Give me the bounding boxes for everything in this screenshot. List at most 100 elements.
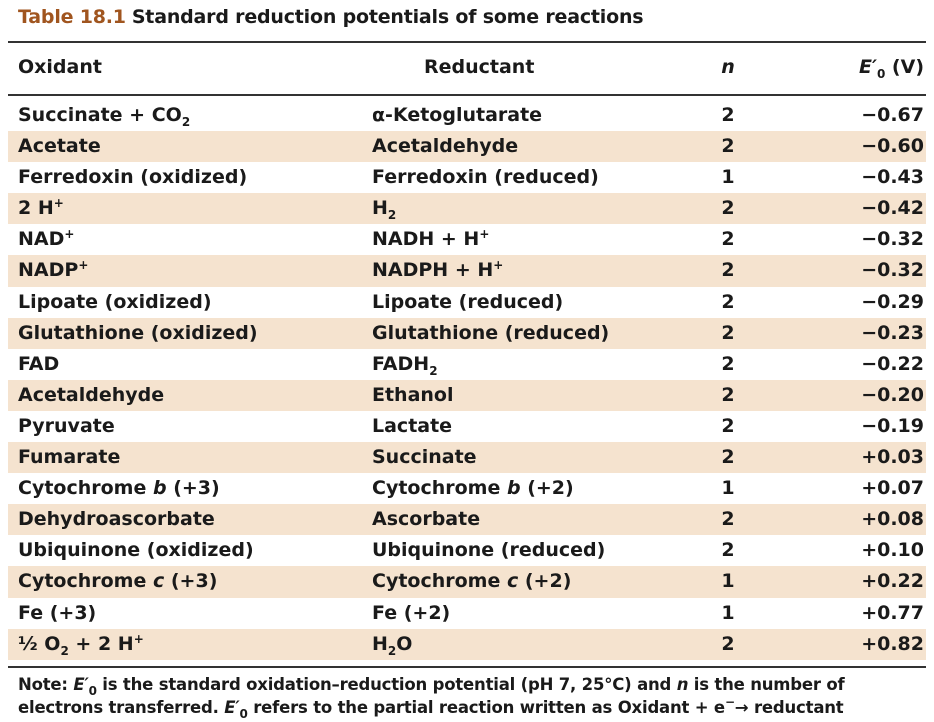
table-row: NAD+ NADH + H+ 2 −0.32 xyxy=(8,224,926,255)
oxidant-cell: Glutathione (oxidized) xyxy=(18,321,258,344)
table-row: 2 H+ H2 2 −0.42 xyxy=(8,193,926,225)
table-row: Dehydroascorbate Ascorbate 2 +0.08 xyxy=(8,504,926,536)
reductant-cell: NADPH + H+ xyxy=(372,258,504,282)
potential-cell: −0.29 xyxy=(861,290,924,313)
oxidant-cell: Fumarate xyxy=(18,446,121,469)
reductant-cell: Succinate xyxy=(372,446,477,469)
oxidant-cell: NADP+ xyxy=(18,258,89,282)
potential-cell: −0.32 xyxy=(861,259,924,282)
reductant-cell: Ubiquinone (reduced) xyxy=(372,539,606,562)
table-row: Ubiquinone (oxidized) Ubiquinone (reduced… xyxy=(8,535,926,566)
n-cell: 2 xyxy=(721,352,735,375)
oxidant-cell: Acetaldehyde xyxy=(18,383,165,406)
table-note: Note: E′0 is the standard oxidation–redu… xyxy=(18,675,845,721)
table-row: Cytochrome c (+3) Cytochrome c (+2) 1 +0.22 xyxy=(8,566,926,598)
n-cell: 2 xyxy=(721,446,735,469)
potential-cell: −0.67 xyxy=(861,104,924,126)
oxidant-cell: 2 H+ xyxy=(18,196,64,220)
oxidant-cell: ½ O2 + 2 H+ xyxy=(18,631,144,658)
reductant-cell: FADH2 xyxy=(372,352,438,378)
oxidant-cell: Dehydroascorbate xyxy=(18,508,215,531)
bottom-rule xyxy=(8,666,926,668)
header-e0: E′0 (V) xyxy=(858,56,924,81)
oxidant-cell: FAD xyxy=(18,352,60,375)
n-cell: 2 xyxy=(721,104,735,126)
table-row: Glutathione (oxidized) Glutathione (reduc… xyxy=(8,317,926,349)
oxidant-cell: Pyruvate xyxy=(18,414,115,437)
oxidant-cell: Fe (+3) xyxy=(18,601,97,624)
reductant-cell: Ascorbate xyxy=(372,508,481,531)
table-body: Succinate + CO2 α-Ketoglutarate 2 −0.67 Acet… xyxy=(8,100,926,660)
oxidant-cell: Acetate xyxy=(18,135,101,158)
table-row: Succinate + CO2 α-Ketoglutarate 2 −0.67 xyxy=(8,100,926,131)
reductant-cell: Cytochrome c (+2) xyxy=(372,570,572,593)
header-n: n xyxy=(721,56,735,78)
table-row: FAD FADH2 2 −0.22 xyxy=(8,349,926,380)
n-cell: 2 xyxy=(721,135,735,158)
potential-cell: −0.20 xyxy=(861,383,924,406)
reductant-cell: Acetaldehyde xyxy=(372,135,519,158)
n-cell: 2 xyxy=(721,259,735,282)
table-row: ½ O2 + 2 H+ H2O 2 +0.82 xyxy=(8,628,926,660)
table-row: Lipoate (oxidized) Lipoate (reduced) 2 −0.2… xyxy=(8,287,926,318)
n-cell: 2 xyxy=(721,508,735,531)
oxidant-cell: NAD+ xyxy=(18,227,75,251)
reductant-cell: Lipoate (reduced) xyxy=(372,290,564,313)
n-cell: 1 xyxy=(721,601,735,624)
n-cell: 2 xyxy=(721,414,735,437)
potential-cell: +0.03 xyxy=(861,446,924,469)
n-cell: 1 xyxy=(721,477,735,500)
oxidant-cell: Ferredoxin (oxidized) xyxy=(18,166,248,189)
oxidant-cell: Ubiquinone (oxidized) xyxy=(18,539,254,562)
oxidant-cell: Succinate + CO2 xyxy=(18,104,191,129)
reductant-cell: Ethanol xyxy=(372,383,454,406)
potential-cell: +0.07 xyxy=(861,477,924,500)
header-oxidant: Oxidant xyxy=(18,56,102,78)
n-cell: 2 xyxy=(721,539,735,562)
table-title: Table 18.1 Standard reduction potentials … xyxy=(18,6,644,28)
reductant-cell: NADH + H+ xyxy=(372,227,490,251)
table-header-row: Oxidant Reductant n E′0 (V) xyxy=(8,56,926,86)
n-cell: 2 xyxy=(721,290,735,313)
reductant-cell: H2 xyxy=(372,197,397,223)
potential-cell: +0.22 xyxy=(861,570,924,593)
reductant-cell: Cytochrome b (+2) xyxy=(372,477,574,500)
table-number: Table 18.1 xyxy=(18,6,126,28)
n-cell: 2 xyxy=(721,197,735,220)
potential-cell: +0.82 xyxy=(861,632,924,655)
header-rule xyxy=(8,94,926,96)
table-row: NADP+ NADPH + H+ 2 −0.32 xyxy=(8,255,926,287)
n-cell: 1 xyxy=(721,166,735,189)
n-cell: 2 xyxy=(721,632,735,655)
potential-cell: +0.77 xyxy=(861,601,924,624)
table-row: Cytochrome b (+3) Cytochrome b (+2) 1 +0.07 xyxy=(8,473,926,504)
top-rule xyxy=(8,41,926,43)
potential-cell: −0.19 xyxy=(861,414,924,437)
reductant-cell: Lactate xyxy=(372,414,453,437)
oxidant-cell: Lipoate (oxidized) xyxy=(18,290,212,313)
table-row: Fumarate Succinate 2 +0.03 xyxy=(8,442,926,474)
oxidant-cell: Cytochrome b (+3) xyxy=(18,477,220,500)
reductant-cell: H2O xyxy=(372,632,413,658)
potential-cell: +0.08 xyxy=(861,508,924,531)
potential-cell: −0.32 xyxy=(861,228,924,251)
potential-cell: −0.43 xyxy=(861,166,924,189)
n-cell: 2 xyxy=(721,228,735,251)
table-row: Acetate Acetaldehyde 2 −0.60 xyxy=(8,131,926,163)
reductant-cell: Glutathione (reduced) xyxy=(372,321,610,344)
n-cell: 1 xyxy=(721,570,735,593)
table-row: Acetaldehyde Ethanol 2 −0.20 xyxy=(8,379,926,411)
n-cell: 2 xyxy=(721,383,735,406)
potential-cell: −0.60 xyxy=(861,135,924,158)
table-row: Pyruvate Lactate 2 −0.19 xyxy=(8,411,926,442)
potential-cell: −0.22 xyxy=(861,352,924,375)
table-row: Fe (+3) Fe (+2) 1 +0.77 xyxy=(8,598,926,629)
reductant-cell: α-Ketoglutarate xyxy=(372,104,543,126)
header-reductant: Reductant xyxy=(424,56,535,78)
reductant-cell: Ferredoxin (reduced) xyxy=(372,166,599,189)
potential-cell: +0.10 xyxy=(861,539,924,562)
potential-cell: −0.23 xyxy=(861,321,924,344)
oxidant-cell: Cytochrome c (+3) xyxy=(18,570,218,593)
n-cell: 2 xyxy=(721,321,735,344)
reductant-cell: Fe (+2) xyxy=(372,601,451,624)
